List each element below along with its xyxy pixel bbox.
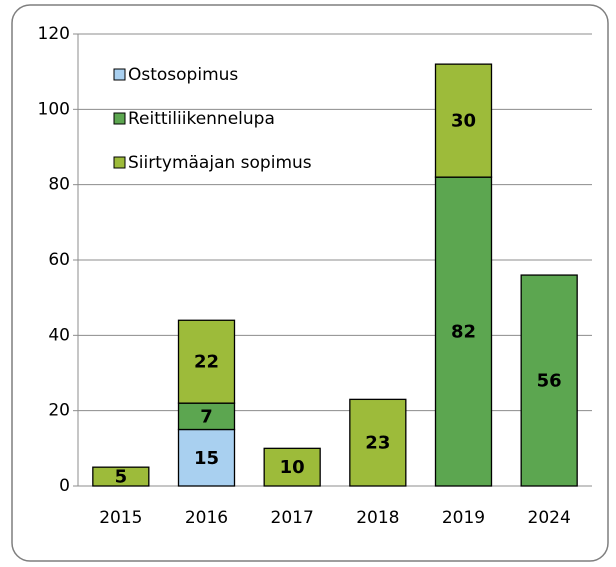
legend-swatch bbox=[113, 68, 126, 81]
x-tick-label: 2017 bbox=[271, 508, 314, 528]
data-label: 82 bbox=[451, 322, 476, 343]
bar-segment bbox=[434, 176, 493, 487]
legend-swatch bbox=[113, 156, 126, 169]
data-label: 56 bbox=[537, 371, 562, 392]
data-label: 5 bbox=[115, 467, 128, 488]
y-tick-label: 40 bbox=[48, 325, 70, 345]
legend-label: Siirtymäajan sopimus bbox=[128, 153, 312, 173]
y-tick-label: 20 bbox=[48, 401, 70, 421]
data-label: 23 bbox=[365, 433, 390, 454]
bar-segment bbox=[92, 466, 150, 487]
bar-segment bbox=[434, 63, 493, 178]
bar-segment bbox=[177, 319, 236, 404]
y-tick-label: 60 bbox=[48, 250, 70, 270]
x-tick-label: 2018 bbox=[356, 508, 399, 528]
y-tick-label: 80 bbox=[48, 175, 70, 195]
y-tick-label: 100 bbox=[38, 99, 70, 119]
bar-segment bbox=[177, 428, 236, 487]
data-label: 10 bbox=[280, 457, 305, 478]
x-tick-label: 2024 bbox=[528, 508, 571, 528]
x-tick-label: 2016 bbox=[185, 508, 228, 528]
legend-label: Reittiliikennelupa bbox=[128, 109, 275, 129]
data-label: 7 bbox=[200, 406, 213, 427]
x-tick-label: 2015 bbox=[99, 508, 142, 528]
bar-segment bbox=[349, 398, 407, 487]
data-label: 15 bbox=[194, 448, 219, 469]
y-tick-label: 120 bbox=[38, 24, 70, 44]
data-label: 22 bbox=[194, 352, 219, 373]
legend-swatch bbox=[113, 112, 126, 125]
y-tick-label: 0 bbox=[59, 476, 70, 496]
x-tick-label: 2019 bbox=[442, 508, 485, 528]
legend-label: Ostosopimus bbox=[128, 65, 238, 85]
bar-segment bbox=[263, 447, 321, 487]
data-label: 30 bbox=[451, 111, 476, 132]
bar-segment bbox=[520, 274, 578, 487]
